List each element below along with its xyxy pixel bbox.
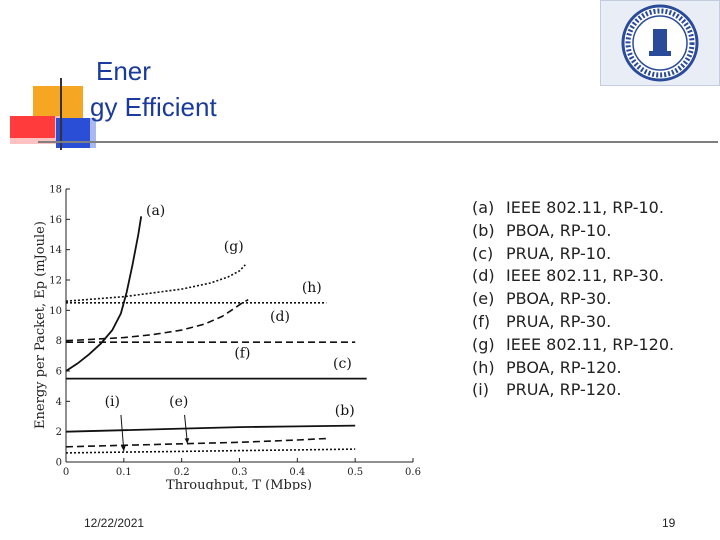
x-axis-label: Throughput, T (Mbps) (166, 478, 312, 490)
annotation-arrowhead (184, 438, 190, 444)
legend-item-f: (f) PRUA, RP-30. (472, 311, 612, 331)
legend-item-b: (b) PBOA, RP-10. (472, 220, 612, 240)
x-tick-label: 0.5 (347, 467, 363, 478)
annotation-label: (h) (302, 280, 322, 296)
accent-square-red (10, 116, 55, 138)
slide-title-line-1: Ener (96, 56, 151, 86)
annotation-label: (f) (234, 345, 250, 361)
slide-date: 12/22/2021 (84, 516, 145, 530)
chart-ticks: 0 0.1 0.2 0.3 0.4 0.5 0.6 0 2 4 6 8 10 12 14 16 18 (49, 185, 421, 479)
series-line-i (65, 448, 356, 454)
slide-page-number: 19 (662, 516, 676, 530)
series-line-d (65, 298, 249, 342)
accent-vertical-line (60, 78, 62, 150)
university-logo (600, 0, 720, 86)
series-line-a (65, 216, 143, 372)
y-tick-label: 0 (56, 458, 62, 469)
annotation-label: (b) (335, 403, 355, 419)
energy-throughput-chart: 0 0.1 0.2 0.3 0.4 0.5 0.6 0 2 4 6 8 10 12 14 16 18 (a) (g… (33, 185, 421, 491)
legend-item-e: (e) PBOA, RP-30. (472, 289, 612, 309)
university-seal-icon (621, 4, 699, 82)
x-tick-label: 0.1 (116, 467, 132, 478)
annotation-label: (i) (105, 394, 120, 410)
y-tick-label: 18 (49, 185, 62, 196)
legend-item-d: (d) IEEE 802.11, RP-30. (472, 266, 664, 286)
legend-item-h: (h) PBOA, RP-120. (472, 357, 622, 377)
y-tick-label: 16 (49, 215, 62, 226)
legend-item-c: (c) PRUA, RP-10. (472, 243, 612, 263)
annotation-arrowhead (121, 445, 126, 452)
chart-legend: (a) IEEE 802.11, RP-10. (b) PBOA, RP-10. (… (472, 197, 674, 402)
legend-item-i: (i) PRUA, RP-120. (472, 380, 622, 400)
annotation-label: (d) (270, 309, 290, 325)
annotation-label: (a) (146, 203, 165, 219)
chart-series (65, 216, 367, 454)
legend-item-g: (g) IEEE 802.11, RP-120. (472, 334, 675, 354)
y-tick-label: 4 (56, 397, 62, 408)
series-line-b (65, 424, 356, 433)
x-tick-label: 0 (63, 467, 69, 478)
y-tick-label: 12 (49, 276, 62, 287)
legend-item-a: (a) IEEE 802.11, RP-10. (472, 198, 664, 217)
x-tick-label: 0.2 (174, 467, 190, 478)
annotation-arrow (120, 414, 125, 452)
y-tick-label: 2 (56, 427, 62, 438)
slide-title-line-2: gy Efficient (90, 92, 217, 122)
y-tick-label: 8 (56, 336, 62, 347)
annotation-label: (e) (169, 394, 188, 410)
y-axis-label: Energy per Packet, Ep (mJoule) (33, 221, 48, 429)
x-tick-label: 0.3 (232, 467, 248, 478)
series-line-e (65, 437, 327, 448)
x-tick-label: 0.6 (405, 467, 421, 478)
x-tick-label: 0.4 (289, 467, 305, 478)
series-line-g (65, 264, 246, 302)
y-tick-label: 14 (49, 245, 62, 256)
chart-annotations: (a) (g) (h) (d) (f) (c) (i) (e) (b) (105, 203, 355, 452)
title-underline (38, 141, 718, 143)
chart-axes (65, 189, 413, 463)
y-tick-label: 10 (49, 306, 62, 317)
annotation-label: (c) (333, 356, 352, 372)
y-tick-label: 6 (56, 367, 62, 378)
annotation-label: (g) (224, 239, 244, 255)
